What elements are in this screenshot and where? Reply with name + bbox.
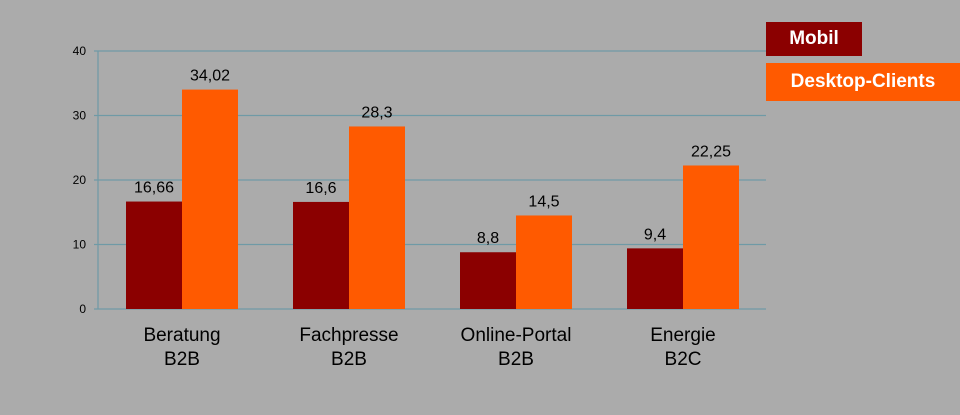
bar xyxy=(516,215,572,309)
data-label: 28,3 xyxy=(361,104,392,121)
data-label: 8,8 xyxy=(477,230,499,247)
y-tick-label: 10 xyxy=(73,238,87,252)
x-tick-label: Online-Portal B2B xyxy=(461,325,572,370)
legend-mobil-label: Mobil xyxy=(789,28,839,49)
bar xyxy=(293,201,349,309)
y-tick-label: 30 xyxy=(73,109,87,123)
x-tick-labels: Beratung B2B Fachpresse B2B Online-Portal B2B… xyxy=(143,325,715,370)
data-label: 22,25 xyxy=(691,143,731,160)
bar xyxy=(627,248,683,309)
legend-mobil: Mobil xyxy=(766,22,862,56)
data-label: 9,4 xyxy=(644,226,666,243)
y-tick-label: 40 xyxy=(73,44,87,58)
data-label: 16,66 xyxy=(134,180,174,197)
bar xyxy=(126,201,182,309)
x-tick-label: Fachpresse B2B xyxy=(299,325,398,370)
data-label: 16,6 xyxy=(305,180,336,197)
x-tick-label: Beratung B2B xyxy=(143,325,220,370)
data-label: 34,02 xyxy=(190,68,230,85)
y-axis: 0 10 20 30 40 xyxy=(73,44,99,316)
bar xyxy=(460,252,516,309)
legend-desktop-clients-label: Desktop-Clients xyxy=(790,71,936,92)
y-tick-label: 20 xyxy=(73,173,87,187)
bar xyxy=(349,126,405,309)
y-tick-label: 0 xyxy=(79,302,86,316)
bars xyxy=(126,89,739,309)
bar xyxy=(182,89,238,309)
bar xyxy=(683,165,739,309)
legend-desktop-clients: Desktop-Clients xyxy=(766,63,960,101)
data-label: 14,5 xyxy=(528,193,559,210)
x-tick-label: Energie B2C xyxy=(650,325,716,370)
data-labels: 16,66 34,02 16,6 28,3 8,8 14,5 9,4 22,25 xyxy=(134,68,731,248)
